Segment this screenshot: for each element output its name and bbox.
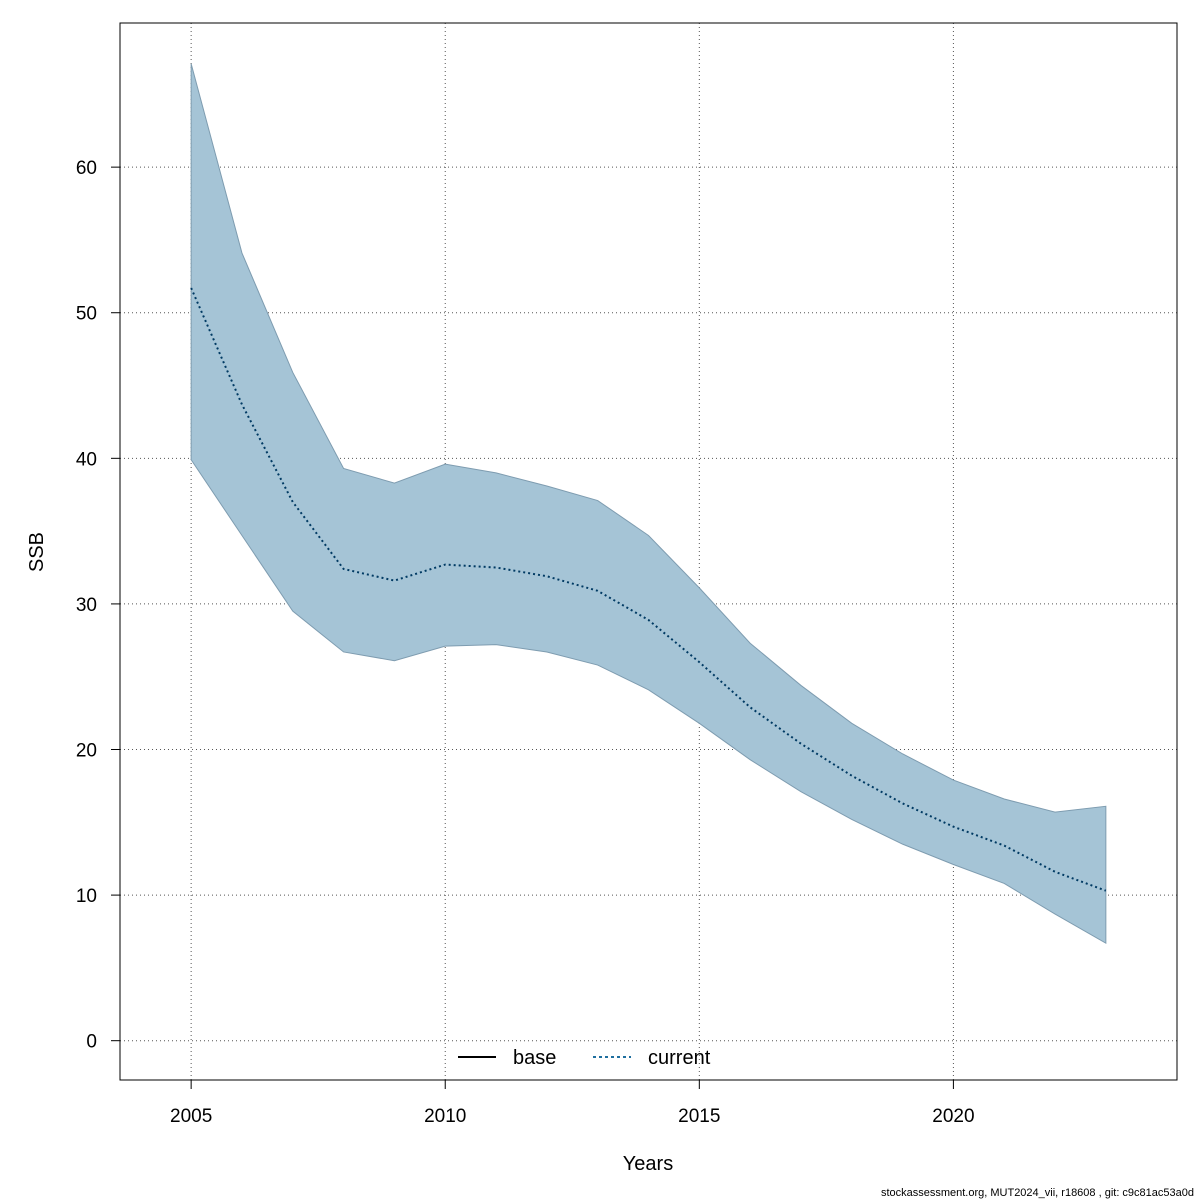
y-tick-label: 30 — [76, 595, 97, 616]
grid-lines — [120, 23, 1177, 1080]
x-axis: 2005 2010 2015 2020 — [170, 1079, 975, 1127]
series-line-layer — [190, 287, 1107, 892]
x-tick-label: 2010 — [424, 1106, 466, 1127]
y-tick-label: 60 — [76, 158, 97, 179]
x-tick-label: 2015 — [678, 1106, 720, 1127]
y-axis-title: SSB — [26, 532, 48, 572]
y-tick-label: 0 — [86, 1032, 97, 1053]
legend-label-current: current — [648, 1047, 711, 1069]
y-tick-label: 20 — [76, 741, 97, 762]
legend: base current — [458, 1047, 711, 1069]
y-tick-label: 10 — [76, 886, 97, 907]
x-tick-label: 2020 — [932, 1106, 974, 1127]
y-axis: 0 10 20 30 40 50 60 — [76, 158, 121, 1053]
x-tick-label: 2005 — [170, 1106, 212, 1127]
y-tick-label: 40 — [76, 449, 97, 470]
footer-credit: stockassessment.org, MUT2024_vii, r18608… — [881, 1187, 1194, 1199]
confidence-band — [190, 63, 1107, 945]
series-line-current — [190, 287, 1107, 892]
y-tick-label: 50 — [76, 304, 97, 325]
confidence-band-layer — [190, 63, 1107, 945]
legend-label-base: base — [513, 1047, 556, 1069]
x-axis-title: Years — [623, 1153, 673, 1175]
